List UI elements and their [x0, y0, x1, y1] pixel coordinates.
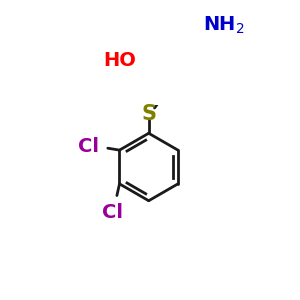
Text: S: S	[141, 104, 156, 124]
Text: Cl: Cl	[78, 137, 99, 156]
Text: HO: HO	[103, 51, 136, 70]
Text: Cl: Cl	[103, 203, 124, 222]
Text: NH$_2$: NH$_2$	[202, 15, 244, 36]
